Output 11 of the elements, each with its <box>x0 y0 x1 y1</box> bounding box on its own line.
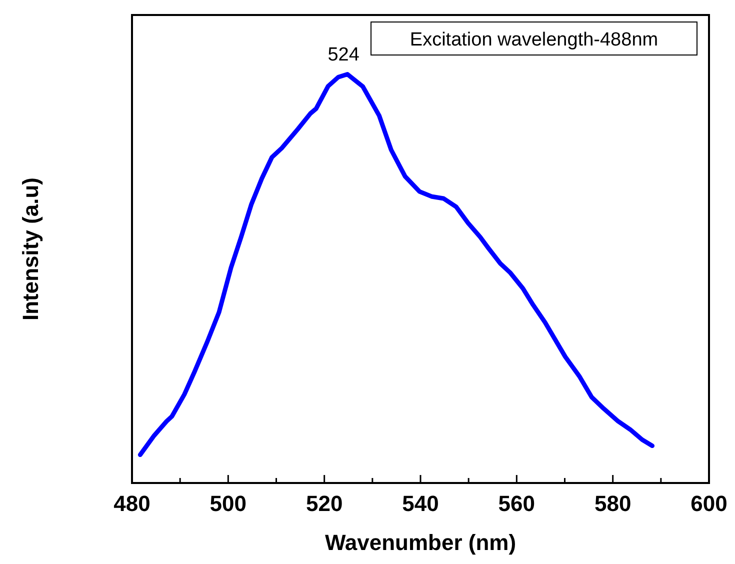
annotation: 524 <box>328 44 360 66</box>
x-axis-title: Wavenumber (nm) <box>324 530 516 555</box>
x-tick-label: 520 <box>306 491 343 516</box>
x-tick-label: 500 <box>210 491 247 516</box>
x-tick-label: 540 <box>402 491 439 516</box>
text: Excitation wavelength-488nm <box>410 30 658 50</box>
x-tick-label: 480 <box>114 491 150 516</box>
x-tick-label: 560 <box>498 491 536 516</box>
x-tick-label: 600 <box>690 491 728 516</box>
y-axis-title: Intensity (a.u) <box>18 177 43 321</box>
x-tick-label: 580 <box>594 491 632 516</box>
